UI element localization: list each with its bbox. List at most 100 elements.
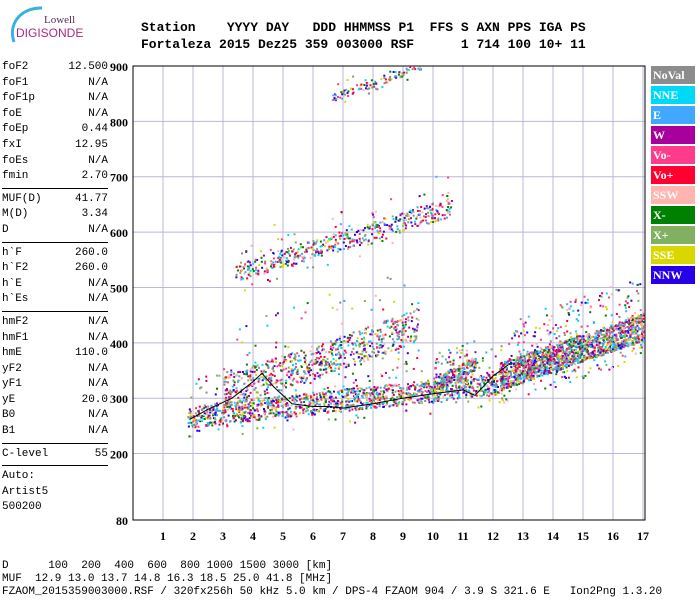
echo-point — [642, 317, 645, 320]
echo-point — [411, 210, 414, 213]
echo-point — [230, 401, 233, 404]
echo-point — [412, 394, 415, 397]
echo-point — [363, 336, 366, 339]
echo-point — [329, 350, 332, 353]
echo-point — [451, 388, 454, 391]
echo-point — [427, 215, 430, 218]
echo-point — [249, 261, 252, 264]
echo-point — [546, 367, 548, 370]
echo-point — [520, 362, 523, 365]
echo-point — [505, 377, 508, 380]
echo-point — [332, 410, 334, 413]
echo-point — [189, 412, 192, 415]
echo-point — [354, 421, 357, 424]
echo-point — [363, 394, 366, 397]
echo-point — [460, 352, 463, 354]
echo-point — [424, 381, 427, 384]
echo-point — [614, 345, 617, 348]
echo-point — [512, 362, 515, 365]
echo-point — [559, 349, 562, 352]
echo-point — [572, 351, 575, 354]
echo-point — [531, 351, 534, 354]
echo-point — [555, 365, 558, 368]
echo-point — [264, 377, 267, 380]
echo-point — [557, 355, 560, 358]
echo-point — [329, 340, 332, 343]
echo-point — [626, 296, 629, 299]
echo-point — [246, 420, 249, 423]
echo-point — [543, 363, 546, 366]
echo-point — [350, 228, 353, 231]
echo-point — [272, 257, 275, 260]
echo-point — [424, 216, 427, 218]
echo-point — [510, 366, 513, 369]
echo-point — [482, 375, 485, 378]
echo-point — [379, 221, 382, 224]
echo-point — [350, 389, 353, 392]
echo-point — [224, 393, 226, 396]
echo-point — [519, 370, 522, 373]
param-value: N/A — [88, 76, 108, 89]
echo-point — [579, 344, 582, 347]
echo-point — [376, 391, 378, 394]
echo-point — [360, 387, 363, 390]
echo-point — [339, 401, 342, 404]
echo-point — [523, 358, 526, 361]
echo-point — [388, 335, 391, 338]
echo-point — [209, 411, 212, 414]
echo-point — [306, 395, 309, 398]
echo-point — [516, 363, 519, 366]
echo-point — [544, 353, 547, 356]
echo-point — [461, 365, 464, 368]
echo-point — [291, 360, 293, 362]
echo-point — [282, 368, 285, 371]
echo-point — [513, 375, 516, 378]
echo-point — [283, 358, 286, 361]
echo-point — [300, 246, 303, 249]
param-row: B0 N/A — [2, 408, 108, 424]
echo-point — [535, 326, 537, 329]
echo-point — [345, 234, 348, 237]
echo-point — [260, 415, 263, 418]
param-value: N/A — [88, 223, 108, 236]
echo-point — [545, 372, 547, 375]
echo-point — [555, 369, 558, 372]
echo-point — [570, 346, 573, 349]
echo-point — [381, 236, 384, 239]
echo-point — [212, 408, 215, 411]
echo-point — [298, 394, 301, 397]
echo-point — [472, 389, 475, 392]
echo-point — [210, 421, 213, 424]
echo-point — [540, 362, 543, 365]
echo-point — [478, 383, 481, 386]
echo-point — [396, 228, 399, 231]
echo-point — [358, 233, 361, 235]
echo-point — [504, 379, 507, 382]
echo-point — [361, 403, 364, 406]
echo-point — [402, 74, 405, 77]
echo-point — [510, 381, 513, 384]
echo-point — [580, 304, 583, 307]
echo-point — [253, 409, 256, 412]
echo-point — [533, 383, 535, 385]
echo-point — [584, 344, 587, 347]
echo-point — [249, 264, 252, 267]
echo-point — [501, 363, 504, 365]
echo-point — [206, 411, 209, 414]
echo-point — [258, 418, 261, 421]
echo-point — [627, 331, 630, 334]
echo-point — [568, 345, 571, 348]
echo-point — [597, 347, 600, 350]
echo-point — [561, 347, 564, 350]
echo-point — [272, 252, 275, 254]
echo-point — [607, 336, 610, 339]
echo-point — [415, 337, 418, 340]
echo-point — [214, 411, 217, 414]
echo-point — [527, 393, 530, 396]
echo-point — [567, 347, 570, 350]
echo-point — [319, 245, 322, 248]
echo-point — [196, 419, 199, 422]
echo-point — [267, 365, 270, 368]
echo-point — [207, 424, 210, 427]
echo-point — [409, 385, 412, 388]
